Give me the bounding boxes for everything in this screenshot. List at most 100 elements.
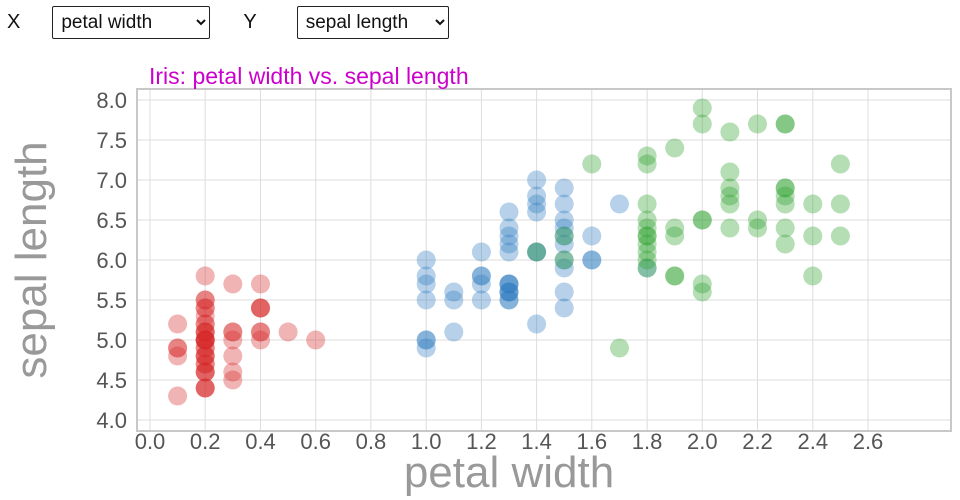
data-point-setosa	[251, 298, 270, 318]
y-axis-title: sepal length	[7, 141, 56, 378]
data-point-versicolor	[499, 290, 519, 310]
x-tick-label: 2.4	[798, 429, 829, 454]
data-point-virginica	[775, 178, 795, 198]
x-tick-label: 2.0	[687, 429, 718, 454]
data-point-setosa	[251, 322, 270, 342]
data-point-virginica	[830, 194, 850, 214]
data-point-virginica	[720, 194, 740, 214]
data-point-versicolor	[499, 290, 519, 310]
data-point-setosa	[195, 330, 215, 350]
data-point-setosa	[195, 346, 215, 366]
data-point-versicolor	[610, 194, 629, 214]
data-point-versicolor	[527, 242, 547, 262]
data-point-virginica	[665, 266, 685, 286]
x-tick-label: 1.8	[632, 429, 663, 454]
data-point-virginica	[637, 218, 657, 238]
x-tick-label: 1.2	[466, 429, 497, 454]
data-point-setosa	[195, 330, 215, 350]
data-point-versicolor	[582, 226, 602, 246]
data-point-virginica	[665, 218, 685, 238]
data-point-setosa	[195, 378, 215, 398]
data-point-versicolor	[527, 170, 547, 190]
data-point-setosa	[195, 378, 215, 398]
y-axis-select[interactable]: sepal length	[296, 5, 449, 39]
data-point-setosa	[195, 338, 215, 358]
data-point-setosa	[223, 370, 243, 390]
data-point-setosa	[251, 298, 270, 318]
data-point-setosa	[278, 322, 298, 342]
data-point-versicolor	[554, 282, 574, 302]
data-point-virginica	[692, 282, 712, 302]
y-tick-label: 4.0	[96, 408, 127, 433]
data-point-setosa	[168, 386, 188, 406]
data-point-virginica	[803, 194, 823, 214]
data-point-virginica	[692, 210, 712, 230]
data-point-versicolor	[499, 202, 519, 222]
data-point-virginica	[748, 218, 767, 238]
data-point-setosa	[195, 346, 215, 366]
data-point-setosa	[195, 290, 215, 310]
data-point-virginica	[830, 154, 850, 174]
data-point-virginica	[775, 234, 795, 254]
data-point-setosa	[223, 322, 243, 342]
data-point-virginica	[665, 138, 685, 158]
x-tick-label: 0.8	[356, 429, 387, 454]
x-tick-label: 2.6	[853, 429, 884, 454]
data-point-setosa	[251, 274, 270, 294]
data-point-versicolor	[554, 218, 574, 238]
data-point-virginica	[637, 146, 657, 166]
data-point-versicolor	[471, 274, 491, 294]
data-point-virginica	[775, 178, 795, 198]
data-point-virginica	[775, 114, 795, 134]
data-point-virginica	[748, 210, 767, 230]
x-tick-label: 1.4	[521, 429, 552, 454]
data-point-setosa	[195, 354, 215, 374]
data-point-versicolor	[527, 194, 547, 214]
data-point-setosa	[195, 322, 215, 342]
data-point-virginica	[720, 162, 740, 182]
x-axis-title: petal width	[404, 448, 614, 497]
data-point-virginica	[637, 226, 657, 246]
data-point-setosa	[195, 314, 215, 334]
data-point-virginica	[692, 274, 712, 294]
data-point-virginica	[637, 210, 657, 230]
plot-frame	[136, 88, 952, 432]
data-point-virginica	[720, 186, 740, 206]
y-tick-label: 6.5	[96, 208, 127, 233]
data-point-versicolor	[499, 218, 519, 238]
data-point-virginica	[720, 218, 740, 238]
data-point-setosa	[223, 330, 243, 350]
data-point-versicolor	[416, 290, 436, 310]
data-point-setosa	[195, 338, 215, 358]
data-point-versicolor	[499, 274, 519, 294]
data-point-versicolor	[444, 322, 464, 342]
data-point-setosa	[195, 362, 215, 382]
data-point-virginica	[775, 194, 795, 214]
data-point-versicolor	[582, 250, 602, 270]
data-point-versicolor	[499, 274, 519, 294]
data-point-versicolor	[499, 282, 519, 302]
data-point-virginica	[637, 242, 657, 262]
x-select-label: X	[7, 10, 21, 33]
data-point-versicolor	[416, 274, 436, 294]
data-point-setosa	[195, 266, 215, 286]
data-point-setosa	[251, 322, 270, 342]
data-point-virginica	[803, 226, 823, 246]
data-point-versicolor	[471, 290, 491, 310]
data-point-versicolor	[554, 234, 574, 254]
x-tick-label: 2.2	[742, 429, 773, 454]
data-point-setosa	[195, 322, 215, 342]
data-point-versicolor	[527, 186, 547, 206]
y-select-label: Y	[243, 10, 257, 33]
y-tick-label: 8.0	[96, 88, 127, 113]
y-tick-label: 7.0	[96, 168, 127, 193]
data-point-versicolor	[527, 242, 547, 262]
data-point-versicolor	[554, 298, 574, 318]
data-point-virginica	[665, 266, 685, 286]
x-axis-select[interactable]: petal width	[52, 5, 211, 39]
data-point-virginica	[803, 266, 823, 286]
y-tick-label: 7.5	[96, 128, 127, 153]
data-point-virginica	[775, 114, 795, 134]
data-point-versicolor	[416, 338, 436, 358]
